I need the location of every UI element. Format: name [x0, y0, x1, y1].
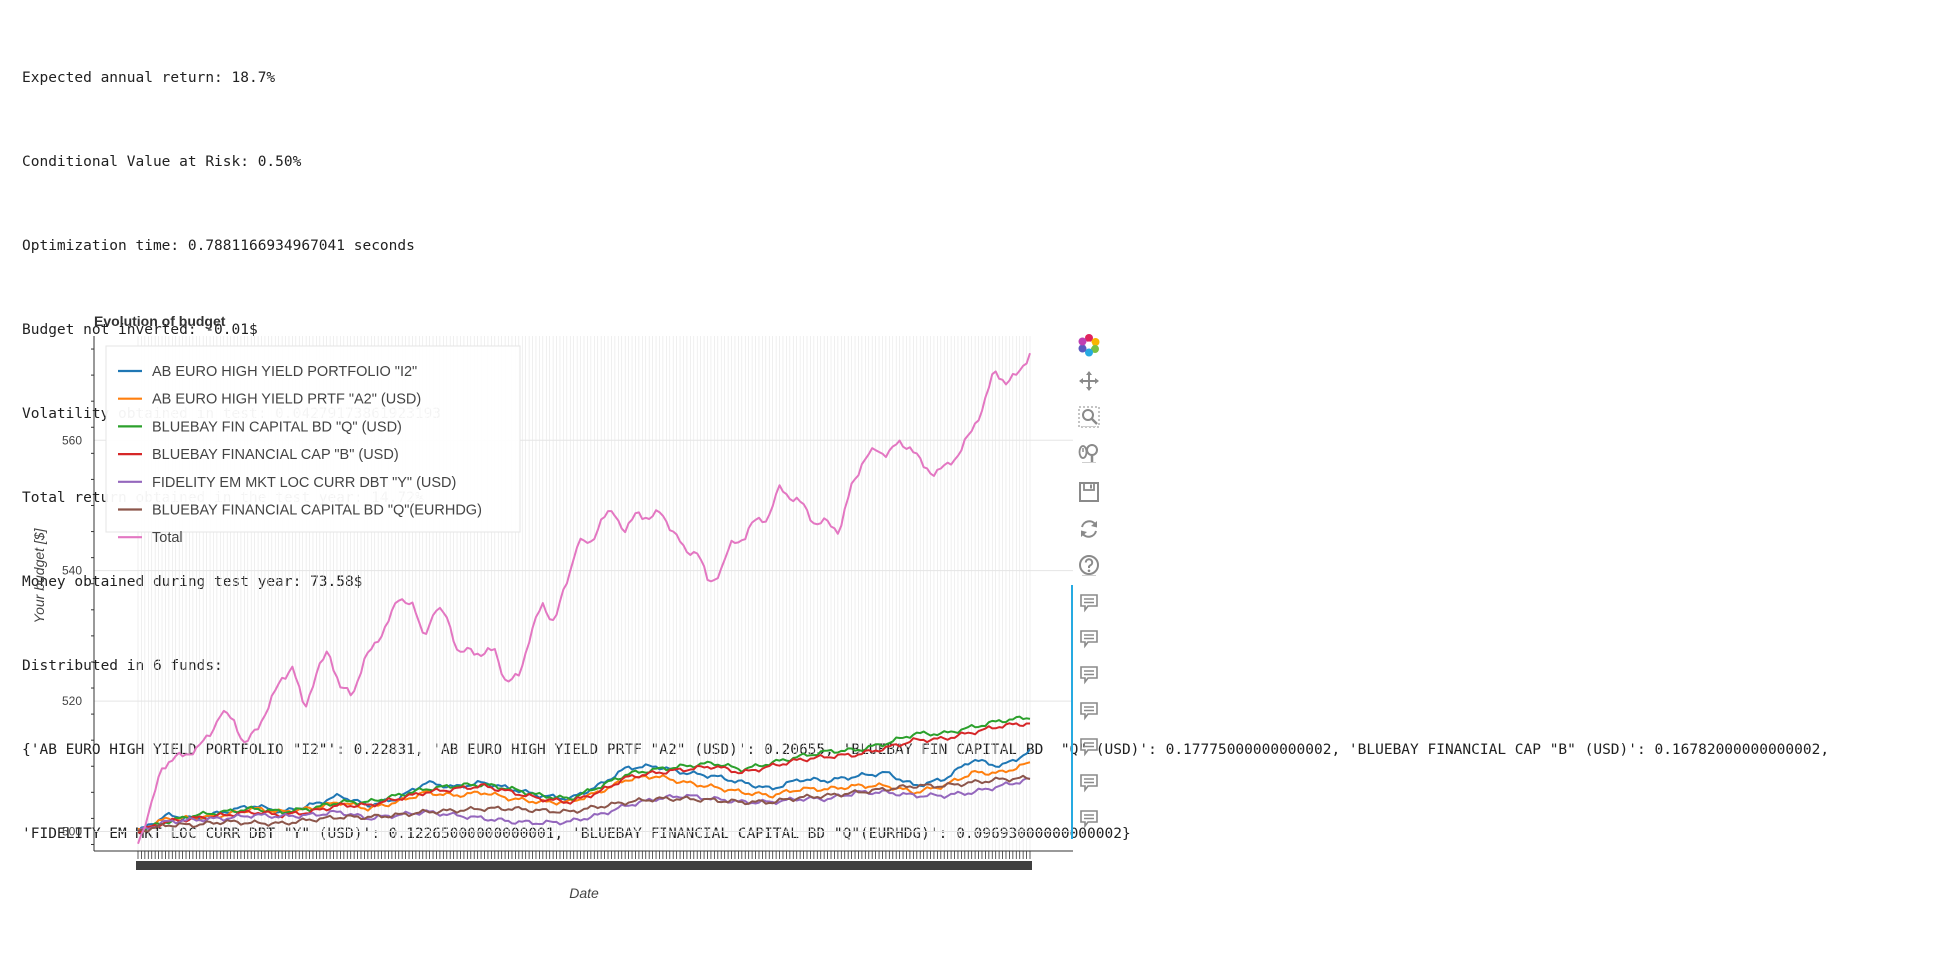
legend-item: AB EURO HIGH YIELD PORTFOLIO "I2": [152, 364, 417, 380]
hover-icon[interactable]: [1076, 698, 1102, 724]
chart-title: Evolution of budget: [94, 313, 226, 329]
toolbar-separator: [1082, 575, 1096, 576]
save-icon[interactable]: [1076, 479, 1102, 505]
series-line: [137, 715, 1031, 834]
help-icon[interactable]: [1076, 552, 1102, 578]
hover-icon[interactable]: [1076, 626, 1102, 652]
output-line-optimization-time: Optimization time: 0.7881166934967041 se…: [22, 238, 415, 254]
legend-item: BLUEBAY FINANCIAL CAP "B" (USD): [152, 447, 399, 463]
output-line-weights-2: 'FIDELITY EM MKT LOC CURR DBT "Y" (USD)'…: [22, 826, 1131, 842]
chart-legend: AB EURO HIGH YIELD PORTFOLIO "I2" AB EURO…: [105, 345, 521, 546]
series-line: [137, 748, 1031, 833]
chart-grid: [94, 336, 1073, 851]
x-axis-label: Date: [569, 885, 599, 901]
toolbar-active-indicator: [1071, 585, 1073, 839]
series-line: [137, 352, 1031, 845]
output-line-budget-not-inverted: Budget not inverted: -0.01$: [22, 322, 258, 338]
series-line: [137, 774, 1031, 833]
cell-output: Expected annual return: 18.7% Conditiona…: [22, 8, 1829, 876]
y-tick-label: 540: [62, 564, 82, 578]
chart-axes: 500 520 540 560: [62, 336, 1073, 870]
series-line: [137, 761, 1031, 831]
hover-icon[interactable]: [1076, 734, 1102, 760]
hover-icon[interactable]: [1076, 590, 1102, 616]
y-tick-label: 560: [62, 433, 82, 447]
legend-box: [105, 345, 521, 533]
y-tick-label: 520: [62, 694, 82, 708]
box-zoom-icon[interactable]: [1076, 404, 1102, 430]
chart-lines: [137, 352, 1031, 845]
y-tick-label: 500: [62, 824, 82, 838]
hover-icon[interactable]: [1076, 662, 1102, 688]
reset-icon[interactable]: [1076, 516, 1102, 542]
toolbar-separator: [1082, 462, 1096, 463]
output-line-cvar: Conditional Value at Risk: 0.50%: [22, 154, 302, 170]
hover-icon[interactable]: [1076, 806, 1102, 832]
wheel-zoom-icon[interactable]: [1076, 440, 1102, 466]
legend-item: AB EURO HIGH YIELD PRTF "A2" (USD): [152, 392, 421, 408]
legend-item: FIDELITY EM MKT LOC CURR DBT "Y" (USD): [152, 475, 456, 491]
bokeh-logo-icon: [1076, 332, 1102, 358]
y-axis-label: Your budget [$]: [31, 527, 47, 623]
output-line-expected-return: Expected annual return: 18.7%: [22, 70, 276, 86]
hover-icon[interactable]: [1076, 770, 1102, 796]
legend-item: Total: [152, 530, 183, 546]
x-tick-labels-overlap: [136, 861, 1032, 870]
legend-item: BLUEBAY FIN CAPITAL BD "Q" (USD): [152, 419, 402, 435]
pan-icon[interactable]: [1076, 368, 1102, 394]
series-line: [137, 777, 1031, 833]
legend-item: BLUEBAY FINANCIAL CAPITAL BD "Q"(EURHDG): [152, 503, 482, 519]
toolbar-separator: [1082, 426, 1096, 427]
budget-chart: Evolution of budget 500 520 540 560 AB EURO…: [31, 313, 1073, 901]
